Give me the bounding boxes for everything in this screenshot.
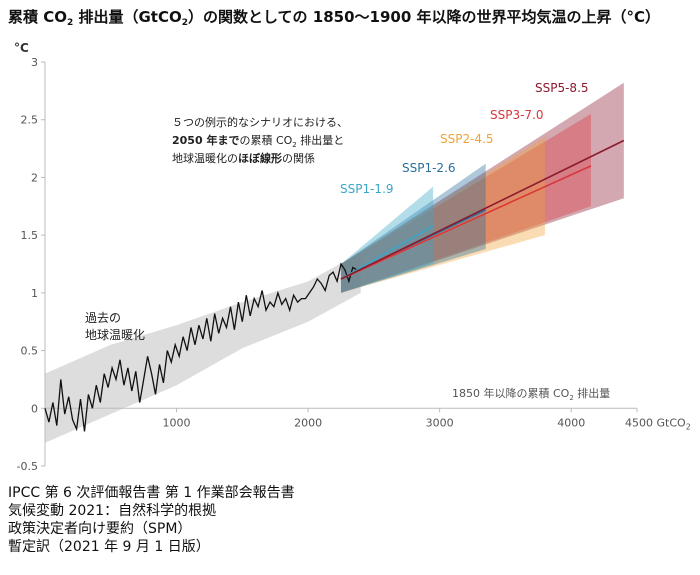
x-tick-label: 4000 <box>557 416 585 429</box>
footer-line-2: 気候変動 2021：自然科学的根拠 <box>8 503 217 519</box>
historical-label: 地球温暖化 <box>85 328 145 342</box>
y-tick-label: 0 <box>31 402 38 415</box>
historical-line <box>44 262 358 432</box>
y-tick-label: 0.5 <box>21 345 39 358</box>
y-axis-label: °C <box>14 41 29 55</box>
y-tick-label: 2 <box>31 171 38 184</box>
historical-label: 過去の <box>85 311 121 325</box>
x-tick-label: 1000 <box>163 416 191 429</box>
footer-line-4: 暫定訳（2021 年 9 月 1 日版） <box>8 539 210 555</box>
x-axis-caption-text: 1850 年以降の累積 CO <box>452 386 570 400</box>
x-tick-label: 4500 GtCO2 <box>625 416 691 431</box>
annotation-emphasis: ほぼ線形 <box>238 151 282 165</box>
scenario-line-ssp3-7.0 <box>340 165 592 280</box>
x-axis-unit-subscript: 2 <box>686 422 691 431</box>
annotation-text: 地球温暖化の <box>172 151 238 165</box>
scenario-line-ssp5-8.5 <box>340 139 625 280</box>
y-tick-label: 1 <box>31 287 38 300</box>
scenario-line-ssp1-1.9 <box>340 225 434 280</box>
annotation-line-3: 地球温暖化のほぼ線形の関係 <box>172 151 315 165</box>
y-tick-label: 1.5 <box>21 229 39 242</box>
x-axis-caption-subscript: 2 <box>569 394 573 402</box>
y-tick-label: 3 <box>31 56 38 69</box>
x-tick-label: 3000 <box>426 416 454 429</box>
x-axis-unit: GtCO <box>657 416 687 429</box>
annotation-emphasis: 2050 年まで <box>172 133 239 147</box>
chart-title: 累積 CO2 排出量（GtCO2）の関数としての 1850～1900 年以降の世… <box>8 8 660 28</box>
scenario-band-ssp5-8.5 <box>341 82 624 293</box>
annotation-subscript: 2 <box>292 141 296 149</box>
scenario-label-ssp2-4.5: SSP2-4.5 <box>440 132 494 146</box>
annotation-line-2: 2050 年までの累積 CO2 排出量と <box>172 133 344 149</box>
annotation-text: の関係 <box>282 152 315 165</box>
x-axis-caption: 1850 年以降の累積 CO2 排出量 <box>452 386 610 402</box>
x-tick-label-number: 4500 <box>625 416 657 429</box>
annotation-line-1: ５つの例示的なシナリオにおける、 <box>172 115 348 129</box>
scenario-band-ssp1-1.9 <box>341 186 434 293</box>
x-tick-label: 2000 <box>294 416 322 429</box>
y-tick-label: -0.5 <box>17 460 38 473</box>
annotation-text: の累積 CO <box>239 133 292 147</box>
chart: -0.5 0 0.5 1 1.5 2 2.5 3 1000 2000 3000 4000 4500 Gt… <box>14 41 691 473</box>
x-axis-caption-text: 排出量 <box>574 386 611 400</box>
scenario-label-ssp3-7.0: SSP3-7.0 <box>490 108 544 122</box>
annotation-text: 排出量と <box>297 133 345 147</box>
scenario-label-ssp1-2.6: SSP1-2.6 <box>402 161 456 175</box>
scenario-label-ssp5-8.5: SSP5-8.5 <box>535 81 589 95</box>
historical-band <box>45 252 361 443</box>
footer-line-1: IPCC 第 6 次評価報告書 第 1 作業部会報告書 <box>8 485 295 501</box>
y-tick-label: 2.5 <box>21 114 39 127</box>
scenario-label-ssp1-1.9: SSP1-1.9 <box>340 182 394 196</box>
footer-credits: IPCC 第 6 次評価報告書 第 1 作業部会報告書 気候変動 2021：自然… <box>8 484 295 556</box>
footer-line-3: 政策決定者向け要約（SPM） <box>8 521 192 537</box>
